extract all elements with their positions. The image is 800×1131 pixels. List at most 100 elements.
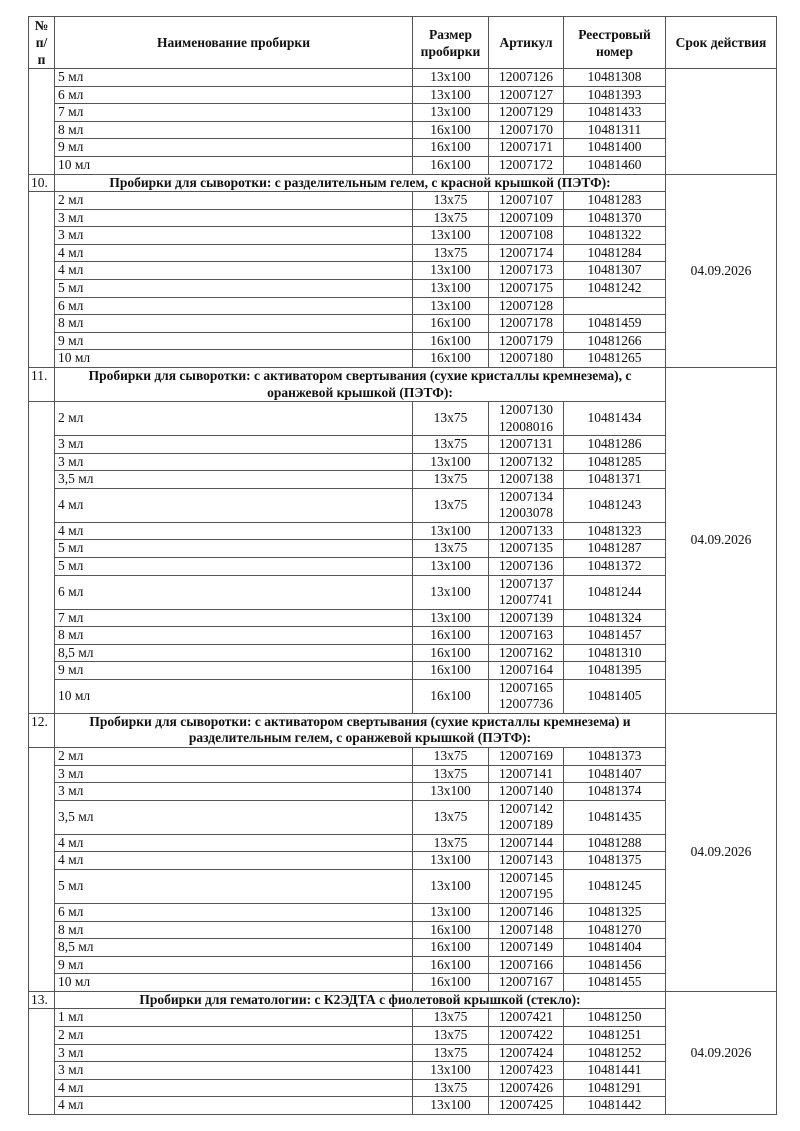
table-row: 7 мл 13x100 12007139 10481324: [29, 608, 777, 628]
tube-registry: 10481373: [563, 746, 666, 766]
tube-size: 13x75: [412, 539, 489, 558]
section-number: 11.: [28, 367, 55, 402]
tube-registry: 10481244: [563, 574, 666, 610]
section-header-row: 11. Пробирки для сыворотки: с активатором…: [28, 367, 777, 714]
tube-article: 12007135: [488, 539, 564, 558]
tube-name: 5 мл: [54, 556, 413, 576]
tube-size: 16x100: [412, 955, 489, 975]
table-row: 9 мл 16x100 12007164 10481395: [29, 661, 777, 680]
tube-article: 12007173: [488, 261, 564, 281]
tube-name: 3 мл: [54, 782, 413, 801]
tube-article: 12007425: [488, 1096, 564, 1115]
tube-size: 13x75: [412, 487, 489, 523]
table-row: 3 мл 13x100 12007423 10481441: [29, 1061, 777, 1080]
tube-name: 10 мл: [54, 678, 413, 714]
table-row: 10 мл 16x100 12007165 12007736 10481405: [29, 678, 777, 714]
tube-name: 4 мл: [54, 261, 413, 281]
tube-registry: 10481270: [563, 920, 666, 940]
article-number: 12007128: [499, 297, 553, 313]
tube-article: 12007142 12007189: [488, 799, 564, 835]
tube-name: 6 мл: [54, 574, 413, 610]
tube-registry: 10481459: [563, 314, 666, 333]
tube-registry: 10481323: [563, 521, 666, 541]
tube-size: 13x75: [412, 435, 489, 454]
tube-name: 5 мл: [54, 279, 413, 298]
tube-name: 2 мл: [54, 191, 413, 210]
table-row: 6 мл 13x100 12007128: [29, 296, 777, 316]
article-number: 12007169: [499, 747, 553, 763]
table-row: 4 мл 13x100 12007425 10481442: [29, 1096, 777, 1115]
section-number-blank: [28, 1008, 55, 1115]
tube-name: 9 мл: [54, 138, 413, 157]
tube-registry: 10481242: [563, 279, 666, 298]
tube-name: 8,5 мл: [54, 938, 413, 957]
tube-name: 8 мл: [54, 920, 413, 940]
table-row: 3,5 мл 13x75 12007138 10481371: [29, 470, 777, 489]
tube-size: 13x75: [412, 799, 489, 835]
tube-size: 13x100: [412, 452, 489, 472]
tube-article: 12007127: [488, 85, 564, 105]
tube-registry: 10481435: [563, 799, 666, 835]
table-row: 8 мл 16x100 12007170 10481311: [29, 120, 777, 140]
article-number: 12007145: [499, 869, 553, 885]
tube-size: 13x100: [412, 608, 489, 628]
tube-name: 5 мл: [54, 539, 413, 558]
section-number-blank: [28, 747, 55, 992]
section-number: 13.: [28, 990, 55, 1010]
table-row: 2 мл 13x75 12007107 10481283: [28, 191, 777, 368]
article-number: 12007134: [499, 488, 553, 504]
table-row: 6 мл 13x100 12007127 10481393: [29, 85, 777, 105]
tube-article: 12007170: [488, 120, 564, 140]
tube-size: 13x100: [412, 85, 489, 105]
tube-registry: 10481322: [563, 226, 666, 245]
tube-size: 13x100: [412, 851, 489, 870]
tube-registry: 10481266: [563, 331, 666, 351]
tube-name: 3 мл: [54, 1043, 413, 1063]
header-name: Наименование пробирки: [54, 16, 413, 69]
article-number: 12007179: [499, 332, 553, 348]
tube-article: 12007107: [488, 191, 564, 210]
tube-name: 10 мл: [54, 349, 413, 368]
table-row: 6 мл 13x100 12007146 10481325: [29, 902, 777, 922]
table-row: 3 мл 13x100 12007132 10481285: [29, 452, 777, 472]
table-row: 6 мл 13x100 12007137 12007741 10481244: [29, 574, 777, 610]
tube-article: 12007108: [488, 226, 564, 245]
tube-size: 13x75: [412, 1043, 489, 1063]
tube-registry: 10481457: [563, 626, 666, 645]
article-number: 12007132: [499, 453, 553, 469]
article-number: 12007165: [499, 679, 553, 695]
table-row: 10 мл 16x100 12007172 10481460: [29, 155, 777, 175]
article-number: 12007138: [499, 471, 553, 487]
tube-size: 13x75: [412, 208, 489, 228]
table-row: 2 мл 13x75 12007169 10481373: [28, 746, 777, 992]
article-number: 12007126: [499, 69, 553, 85]
article-number: 12007426: [499, 1079, 553, 1095]
article-number: 12007189: [499, 817, 553, 833]
article-number: 12007173: [499, 262, 553, 278]
article-number: 12007171: [499, 139, 553, 155]
article-number: 12007142: [499, 800, 553, 816]
tube-registry: 10481310: [563, 643, 666, 663]
tube-registry: 10481284: [563, 243, 666, 263]
tube-registry: 10481442: [563, 1096, 666, 1115]
article-number: 12007425: [499, 1097, 553, 1113]
tube-size: 16x100: [412, 120, 489, 140]
tube-registry: 10481325: [563, 902, 666, 922]
tube-size: 13x75: [412, 746, 489, 766]
table-row: 10 мл 16x100 12007180 10481265: [29, 349, 777, 368]
table-row: 4 мл 13x75 12007144 10481288: [29, 833, 777, 853]
tube-name: 3 мл: [54, 208, 413, 228]
article-number: 12003078: [499, 505, 553, 521]
tube-name: 3 мл: [54, 435, 413, 454]
table-row: 2 мл 13x75 12007422 10481251: [29, 1025, 777, 1045]
tube-size: 16x100: [412, 973, 489, 992]
table-row: 3 мл 13x75 12007131 10481286: [29, 435, 777, 454]
tube-registry: 10481251: [563, 1025, 666, 1045]
table-row: 3,5 мл 13x75 12007142 12007189 10481435: [29, 799, 777, 835]
article-number: 12007421: [499, 1009, 553, 1025]
tube-name: 6 мл: [54, 902, 413, 922]
tube-size: 13x100: [412, 868, 489, 904]
tube-size: 13x100: [412, 279, 489, 298]
section-title: Пробирки для гематологии: с К2ЭДТА с фио…: [54, 990, 666, 1010]
tube-registry: 10481250: [563, 1008, 666, 1027]
